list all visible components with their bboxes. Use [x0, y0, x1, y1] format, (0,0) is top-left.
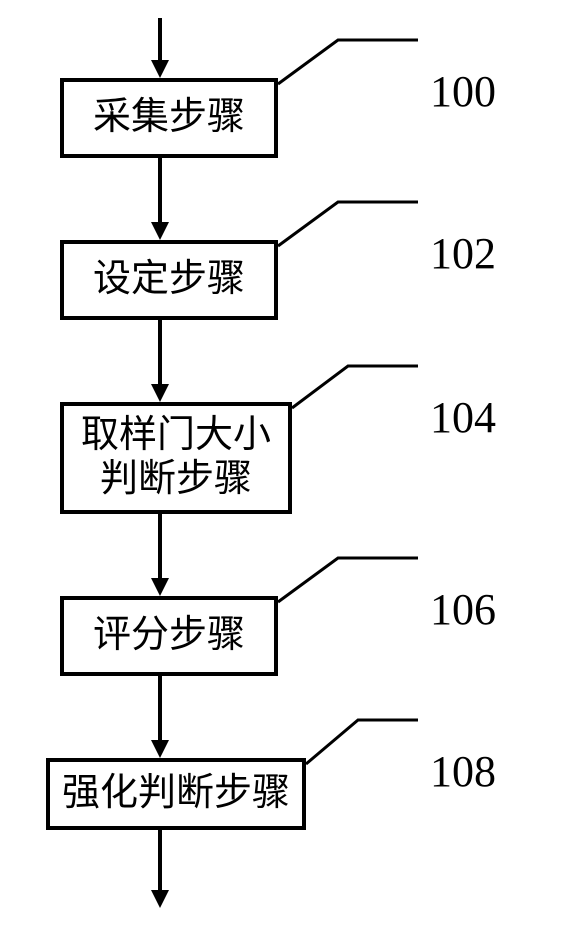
flow-node-text: 设定步骤 — [64, 258, 274, 302]
flow-node-n100: 采集步骤 — [60, 78, 278, 158]
flow-node-text: 评分步骤 — [64, 614, 274, 658]
flow-node-label-106: 106 — [430, 584, 496, 635]
flow-node-text: 强化判断步骤 — [50, 772, 302, 816]
flow-node-label-104: 104 — [430, 392, 496, 443]
flow-node-n106: 评分步骤 — [60, 596, 278, 676]
flowchart-canvas: 采集步骤 100 设定步骤 102 取样门大小判断步骤 104 评分步骤 106 强化判断步骤 1… — [0, 0, 587, 941]
flow-node-label-108: 108 — [430, 746, 496, 797]
flow-node-label-100: 100 — [430, 66, 496, 117]
flow-node-text: 采集步骤 — [64, 96, 274, 140]
flow-node-n108: 强化判断步骤 — [46, 758, 306, 830]
flow-node-n102: 设定步骤 — [60, 240, 278, 320]
flow-node-n104: 取样门大小判断步骤 — [60, 402, 292, 514]
flow-node-text: 取样门大小判断步骤 — [64, 414, 288, 501]
flow-node-label-102: 102 — [430, 228, 496, 279]
